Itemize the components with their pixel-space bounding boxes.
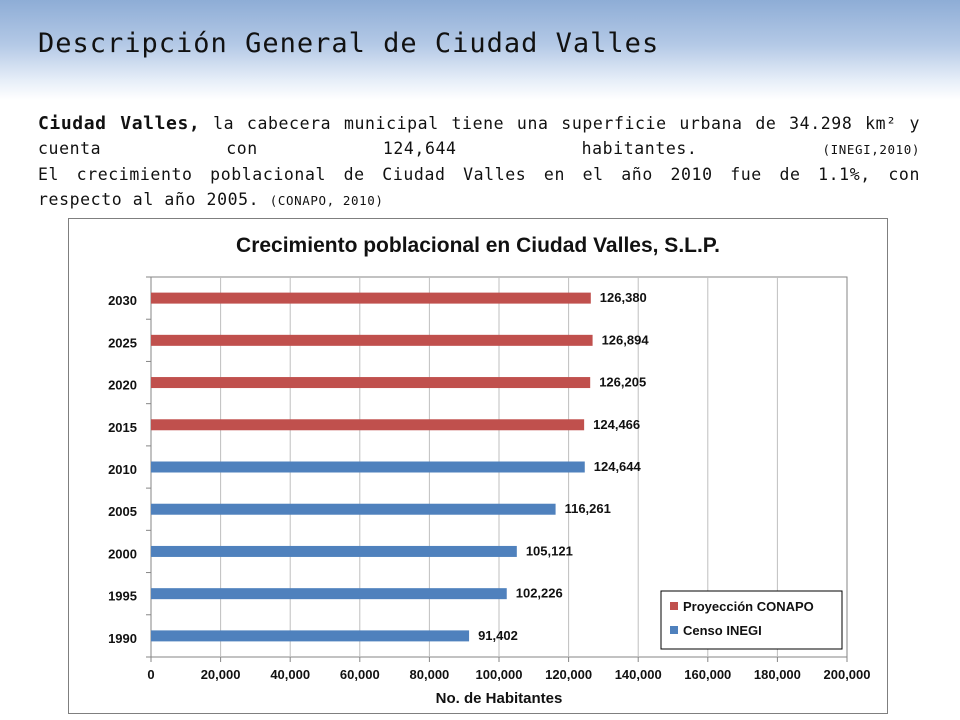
data-label: 102,226 (516, 586, 563, 601)
x-tick-label: 160,000 (684, 667, 731, 682)
data-label: 124,466 (593, 417, 640, 432)
bar (151, 377, 591, 389)
x-tick-label: 120,000 (545, 667, 592, 682)
x-axis-label: No. de Habitantes (436, 690, 563, 707)
paragraph-2-citation: (CONAPO, 2010) (269, 193, 384, 208)
data-label: 91,402 (478, 628, 518, 643)
y-tick-label: 1995 (108, 589, 137, 604)
x-tick-label: 100,000 (476, 667, 523, 682)
bar (151, 419, 585, 431)
paragraph-1-citation: (INEGI,2010) (822, 142, 920, 157)
y-tick-label: 2005 (108, 504, 137, 519)
legend-box (660, 590, 843, 650)
x-tick-label: 200,000 (824, 667, 871, 682)
y-tick-label: 2030 (108, 293, 137, 308)
x-tick-label: 0 (147, 667, 154, 682)
paragraph-1: Ciudad Valles, la cabecera municipal tie… (38, 111, 920, 162)
bar (151, 461, 585, 473)
data-label: 126,205 (599, 375, 646, 390)
data-label: 126,894 (602, 332, 650, 347)
data-label: 124,644 (594, 459, 642, 474)
legend-swatch (670, 602, 678, 610)
legend-label: Censo INEGI (683, 623, 762, 638)
legend-label: Proyección CONAPO (683, 599, 814, 614)
x-tick-label: 140,000 (615, 667, 662, 682)
paragraph-1-text: la cabecera municipal tiene una superfic… (38, 114, 920, 158)
header-band (0, 0, 960, 100)
bar (151, 630, 470, 642)
bar (151, 588, 507, 600)
x-tick-label: 80,000 (410, 667, 450, 682)
y-tick-label: 2015 (108, 420, 137, 435)
x-tick-label: 40,000 (270, 667, 310, 682)
bar (151, 545, 517, 557)
x-tick-label: 180,000 (754, 667, 801, 682)
data-label: 116,261 (565, 501, 611, 516)
body-text: Ciudad Valles, la cabecera municipal tie… (38, 111, 920, 213)
x-tick-label: 60,000 (340, 667, 380, 682)
y-tick-label: 2020 (108, 378, 137, 393)
chart-frame: Crecimiento poblacional en Ciudad Valles… (68, 218, 888, 714)
x-tick-label: 20,000 (201, 667, 241, 682)
y-tick-label: 1990 (108, 631, 137, 646)
chart-title: Crecimiento poblacional en Ciudad Valles… (236, 234, 720, 257)
chart-svg: Crecimiento poblacional en Ciudad Valles… (108, 234, 871, 707)
bar (151, 334, 593, 346)
bar (151, 292, 591, 304)
paragraph-2-text: El crecimiento poblacional de Ciudad Val… (38, 165, 920, 209)
legend-swatch (670, 626, 678, 634)
y-tick-label: 2010 (108, 462, 137, 477)
y-tick-label: 2000 (108, 546, 137, 561)
paragraph-2: El crecimiento poblacional de Ciudad Val… (38, 162, 920, 213)
data-label: 105,121 (526, 543, 573, 558)
bar (151, 503, 556, 515)
paragraph-1-lead: Ciudad Valles, (38, 113, 201, 134)
data-label: 126,380 (600, 290, 647, 305)
y-tick-label: 2025 (108, 335, 137, 350)
slide-title: Descripción General de Ciudad Valles (38, 28, 660, 59)
